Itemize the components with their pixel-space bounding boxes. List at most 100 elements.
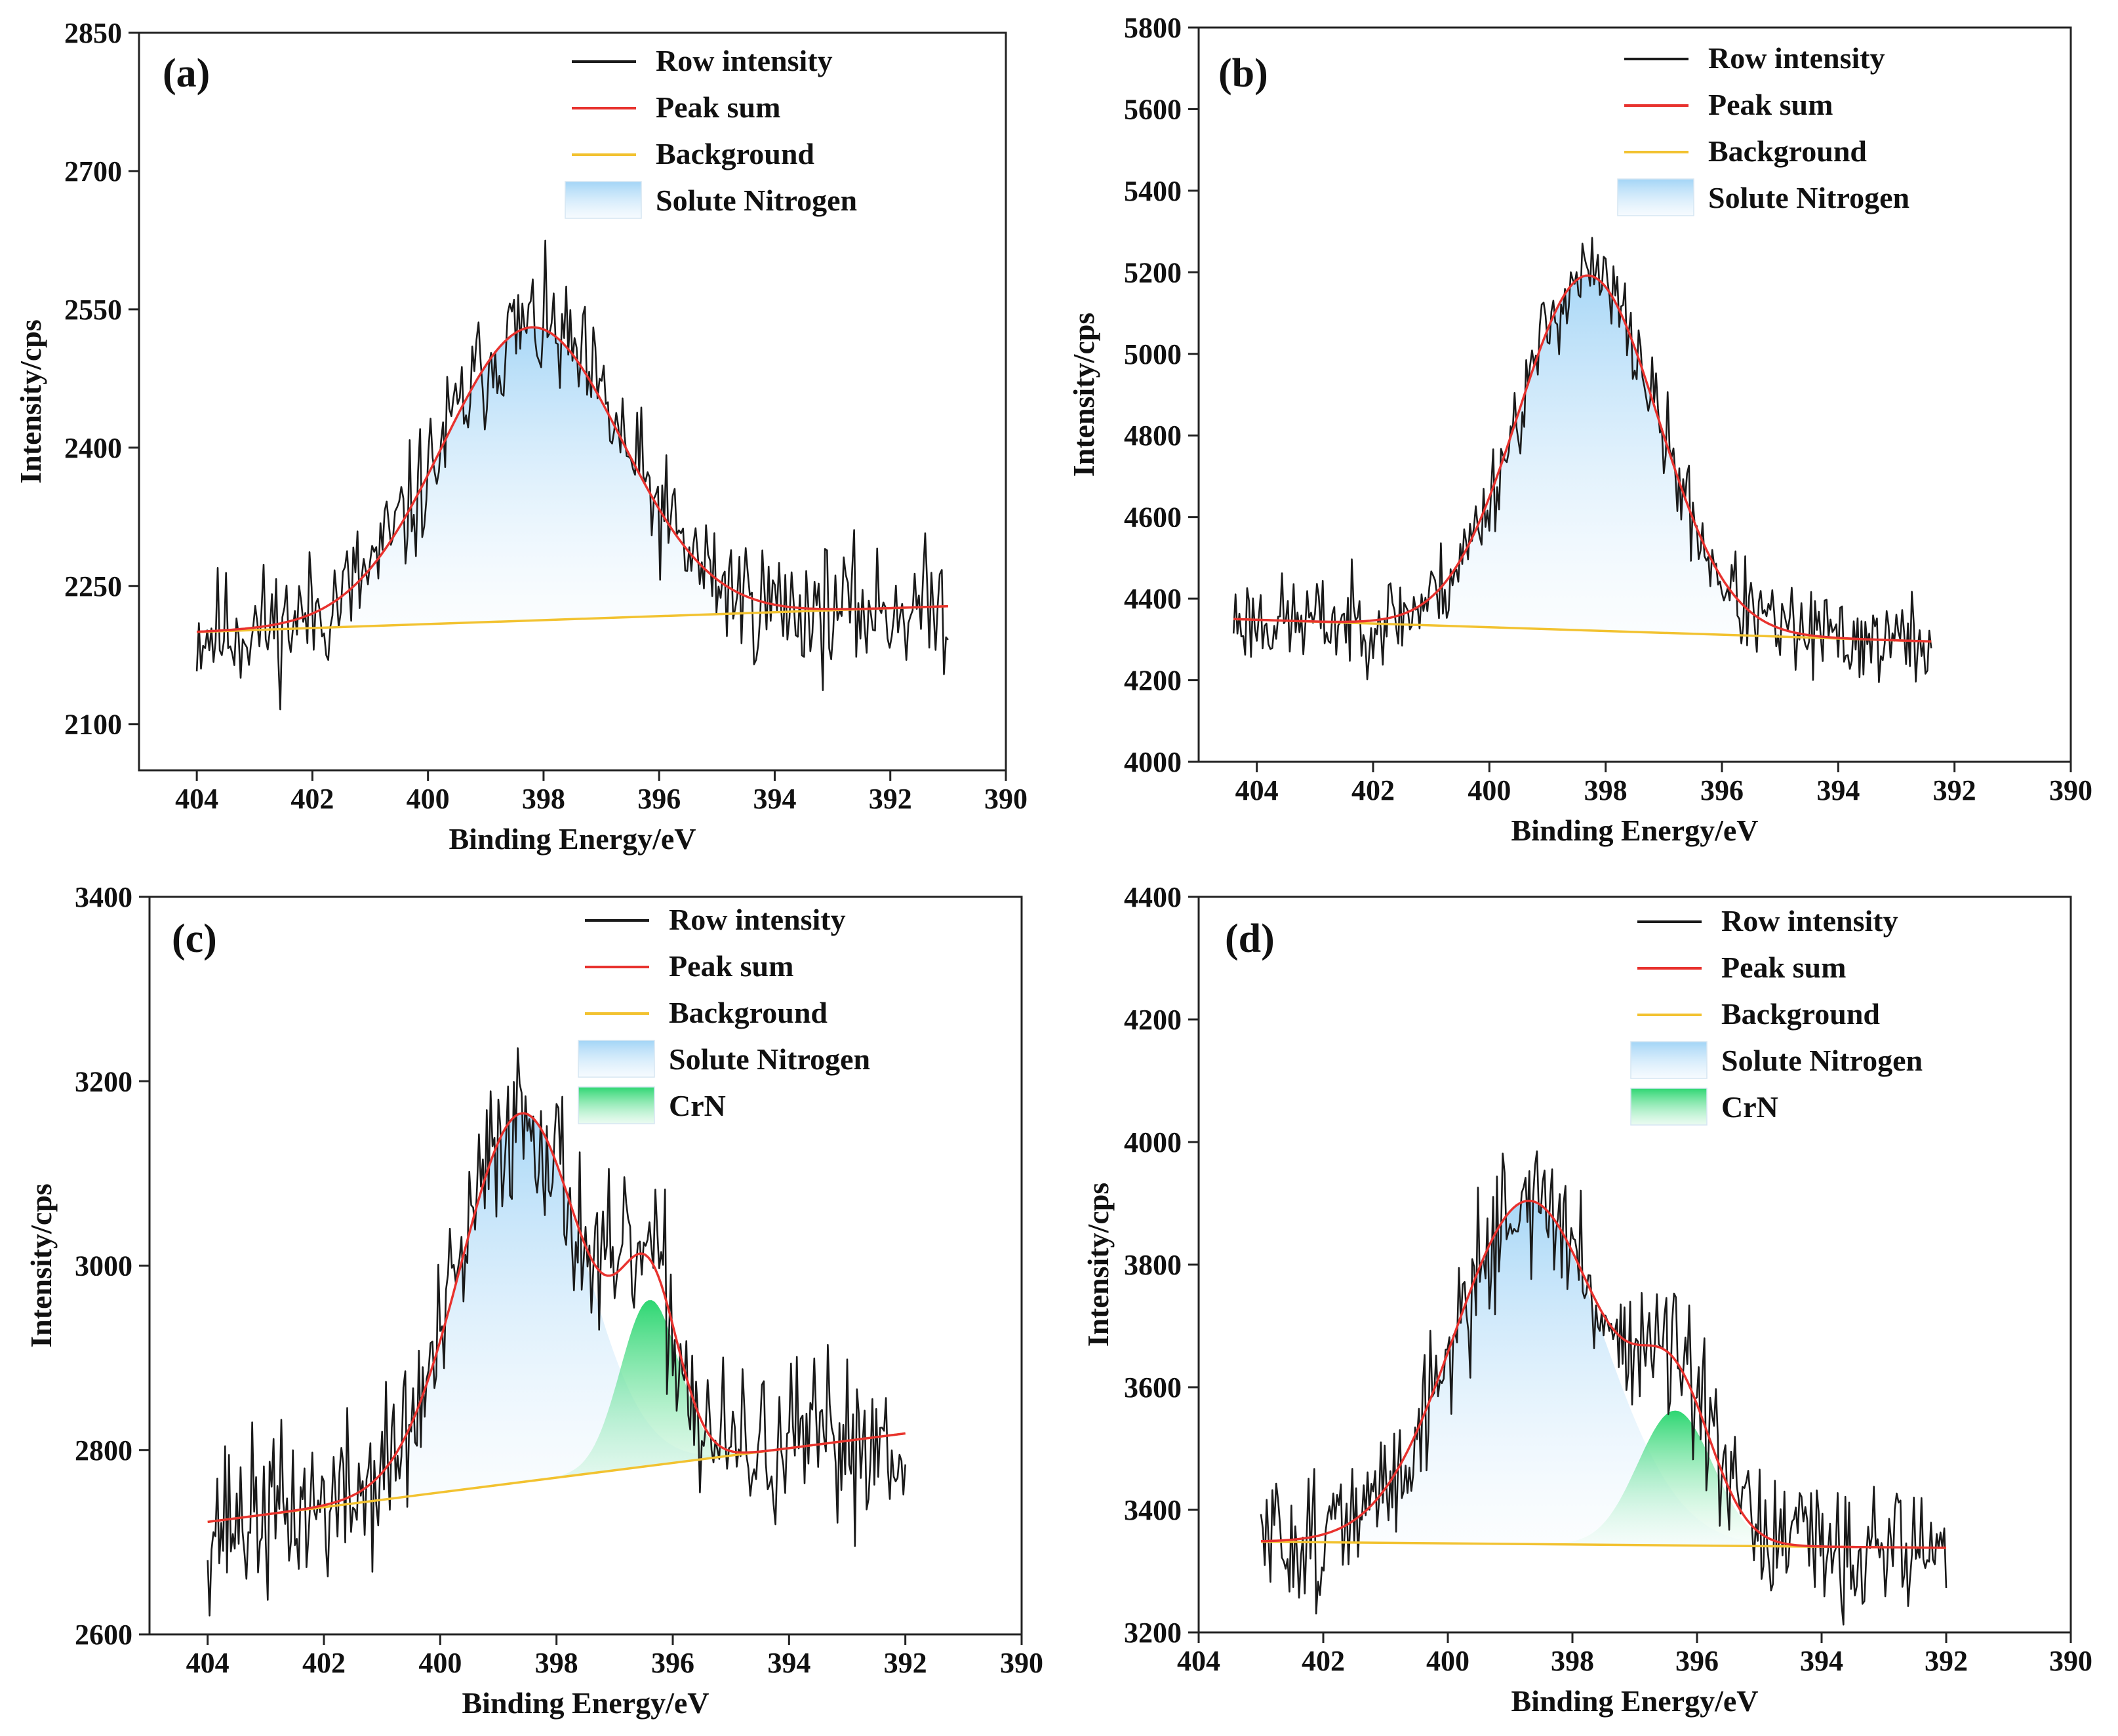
x-tick-label: 396 — [651, 1647, 694, 1679]
x-axis-title: Binding Energy/eV — [1511, 1684, 1758, 1718]
plot-a: 404 402 400 398 396 394 392 390 2100 2250 2400 2550… — [14, 17, 1028, 856]
legend-label: Peak sum — [656, 90, 780, 124]
peak-sum-line — [196, 326, 948, 633]
legend-label: Solute Nitrogen — [656, 184, 857, 217]
y-tick-label: 5200 — [1124, 256, 1182, 288]
y-tick-label: 4000 — [1124, 746, 1182, 778]
x-tick-label: 400 — [407, 783, 450, 815]
x-tick-label: 402 — [1351, 774, 1395, 806]
x-tick-label: 400 — [418, 1647, 462, 1679]
y-tick-label: 2800 — [75, 1434, 132, 1467]
legend-swatch-solute_nitrogen — [578, 1040, 655, 1078]
y-tick-label: 4600 — [1124, 502, 1182, 534]
x-tick-label: 396 — [1700, 774, 1744, 806]
x-tick-label: 398 — [535, 1647, 578, 1679]
component-fill-solute-nitrogen — [1261, 1200, 1946, 1548]
legend-label: Row intensity — [1708, 41, 1885, 75]
peak-sum-line — [207, 1112, 906, 1524]
plot-frame — [1197, 26, 2072, 763]
x-tick-label: 390 — [984, 783, 1028, 815]
legend-swatch-crn — [1630, 1088, 1708, 1126]
y-tick-label: 5800 — [1124, 12, 1182, 44]
y-axis-title: Intensity/cps — [1067, 313, 1100, 477]
y-tick-label: 3600 — [1124, 1371, 1182, 1404]
y-axis-title: Intensity/cps — [24, 1183, 58, 1347]
legend: Row intensity Peak sum Background Solute Ni… — [578, 903, 870, 1124]
x-tick-label: 394 — [1800, 1645, 1843, 1677]
y-tick-label: 3400 — [1124, 1494, 1182, 1526]
x-tick-label: 392 — [884, 1647, 927, 1679]
x-tick-label: 400 — [1426, 1645, 1469, 1677]
panel-a: (a) — [163, 51, 210, 96]
x-tick-label: 404 — [1177, 1645, 1220, 1677]
legend-label: Background — [1721, 997, 1880, 1031]
y-tick-label: 4400 — [1124, 583, 1182, 615]
y-tick-label: 3200 — [1124, 1617, 1182, 1649]
x-tick-label: 402 — [302, 1647, 346, 1679]
panel-c: (c) — [172, 917, 217, 961]
legend-label: Background — [656, 137, 814, 170]
y-tick-label: 2600 — [75, 1619, 132, 1651]
raw-intensity-line — [1232, 237, 1932, 683]
y-tick-label: 2850 — [64, 17, 122, 49]
x-tick-label: 392 — [869, 783, 912, 815]
x-tick-label: 398 — [1551, 1645, 1594, 1677]
plot-c: 404 402 400 398 396 394 392 390 2600 2800 3000 3200… — [24, 881, 1043, 1720]
x-tick-label: 404 — [175, 783, 218, 815]
legend-label: Row intensity — [669, 903, 846, 936]
component-fill-solute-nitrogen — [207, 1113, 906, 1522]
legend-swatch-crn — [578, 1086, 655, 1124]
x-tick-label: 400 — [1468, 774, 1511, 806]
y-tick-label: 3400 — [75, 881, 132, 913]
panel-b: (b) — [1218, 51, 1268, 96]
legend-label: Solute Nitrogen — [1721, 1044, 1923, 1077]
legend-label: CrN — [1721, 1090, 1778, 1124]
legend-label: Peak sum — [1708, 88, 1833, 121]
legend-swatch-solute_nitrogen — [565, 181, 642, 219]
x-tick-label: 402 — [290, 783, 334, 815]
x-tick-label: 396 — [637, 783, 681, 815]
x-tick-label: 394 — [1816, 774, 1860, 806]
y-tick-label: 2100 — [64, 709, 122, 741]
x-tick-label: 394 — [753, 783, 796, 815]
x-tick-label: 404 — [186, 1647, 230, 1679]
x-tick-label: 404 — [1235, 774, 1279, 806]
x-tick-label: 398 — [1584, 774, 1628, 806]
legend-label: Peak sum — [669, 949, 793, 983]
y-tick-label: 5400 — [1124, 175, 1182, 207]
y-tick-label: 4800 — [1124, 420, 1182, 452]
y-tick-label: 2250 — [64, 570, 122, 602]
raw-intensity-line — [195, 239, 949, 711]
legend-swatch-solute_nitrogen — [1630, 1041, 1708, 1079]
x-tick-label: 402 — [1302, 1645, 1345, 1677]
y-tick-label: 3800 — [1124, 1249, 1182, 1281]
component-fill-solute-nitrogen — [197, 327, 948, 633]
y-tick-label: 4200 — [1124, 665, 1182, 697]
peak-sum-line — [1260, 1199, 1947, 1549]
plot-d: 404 402 400 398 396 394 392 390 3200 3400 3600 3800… — [1081, 881, 2092, 1718]
legend: Row intensity Peak sum Background Solute Ni… — [1630, 904, 1923, 1126]
legend-label: Solute Nitrogen — [1708, 181, 1909, 214]
y-tick-label: 4400 — [1124, 881, 1182, 913]
panel-d-tag: (d) — [1225, 917, 1275, 961]
y-tick-label: 4200 — [1124, 1004, 1182, 1036]
background-line — [197, 604, 948, 633]
legend-label: Solute Nitrogen — [669, 1042, 870, 1076]
y-tick-label: 2400 — [64, 432, 122, 464]
legend-swatch-solute_nitrogen — [1617, 178, 1694, 216]
legend: Row intensity Peak sum Background Solute Ni… — [1617, 41, 1909, 216]
x-tick-label: 396 — [1675, 1645, 1719, 1677]
x-tick-label: 394 — [767, 1647, 810, 1679]
component-fill-solute-nitrogen — [1233, 275, 1932, 642]
y-tick-label: 4000 — [1124, 1126, 1182, 1158]
plot-b: 404 402 400 398 396 394 392 390 4000 4200 4400 4600… — [1067, 12, 2092, 847]
panel-d: (d) — [1225, 917, 1275, 961]
x-axis-title: Binding Energy/eV — [449, 822, 696, 856]
legend-label: Background — [1708, 134, 1867, 168]
y-tick-label: 2550 — [64, 294, 122, 326]
peak-sum-line — [1233, 274, 1932, 643]
legend-label: CrN — [669, 1089, 726, 1122]
legend-label: Row intensity — [656, 44, 833, 77]
x-tick-label: 392 — [1925, 1645, 1968, 1677]
